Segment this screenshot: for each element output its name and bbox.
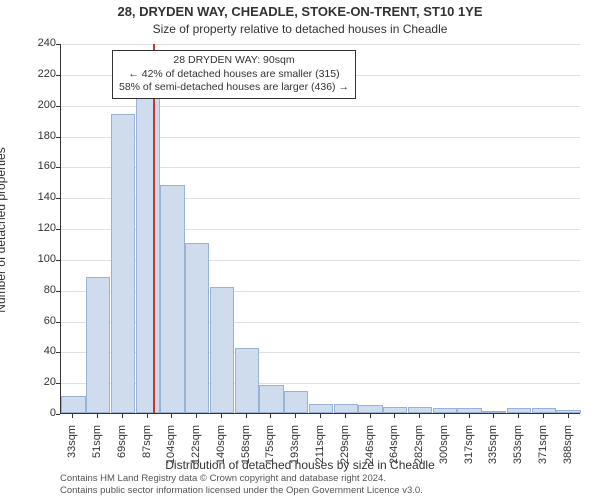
histogram-bar: [259, 385, 283, 413]
y-tick-label: 100: [16, 253, 56, 265]
x-tick-mark: [370, 414, 371, 418]
x-axis-label: Distribution of detached houses by size …: [0, 458, 600, 472]
callout-line: ← 42% of detached houses are smaller (31…: [119, 68, 349, 82]
y-tick-label: 0: [16, 407, 56, 419]
x-tick-mark: [419, 414, 420, 418]
y-tick-label: 140: [16, 191, 56, 203]
histogram-bar: [433, 408, 457, 413]
x-tick-mark: [72, 414, 73, 418]
y-tick-mark: [56, 352, 60, 353]
x-tick-mark: [469, 414, 470, 418]
x-tick-mark: [518, 414, 519, 418]
y-tick-mark: [56, 106, 60, 107]
y-tick-mark: [56, 137, 60, 138]
histogram-bar: [457, 408, 481, 413]
callout-line: 58% of semi-detached houses are larger (…: [119, 81, 349, 95]
histogram-bar: [358, 405, 382, 413]
x-tick-mark: [196, 414, 197, 418]
footer-line: Contains public sector information licen…: [60, 485, 423, 497]
y-tick-mark: [56, 167, 60, 168]
histogram-bar: [383, 407, 407, 413]
histogram-bar: [136, 62, 160, 414]
y-tick-mark: [56, 44, 60, 45]
subtitle: Size of property relative to detached ho…: [0, 22, 600, 36]
histogram-bar: [556, 410, 580, 413]
histogram-bar: [334, 404, 358, 413]
x-tick-mark: [444, 414, 445, 418]
y-tick-label: 40: [16, 345, 56, 357]
x-tick-mark: [147, 414, 148, 418]
histogram-bar: [507, 408, 531, 413]
y-tick-mark: [56, 198, 60, 199]
plot-area: [60, 44, 580, 414]
histogram-bar: [185, 243, 209, 413]
y-axis-label: Number of detached properties: [0, 147, 8, 312]
y-tick-label: 120: [16, 222, 56, 234]
footer-line: Contains HM Land Registry data © Crown c…: [60, 473, 423, 485]
x-tick-mark: [493, 414, 494, 418]
y-tick-mark: [56, 414, 60, 415]
x-tick-mark: [97, 414, 98, 418]
y-tick-label: 80: [16, 284, 56, 296]
x-tick-mark: [122, 414, 123, 418]
callout-box: 28 DRYDEN WAY: 90sqm ← 42% of detached h…: [112, 50, 356, 99]
x-tick-mark: [543, 414, 544, 418]
y-tick-label: 200: [16, 99, 56, 111]
title-main: 28, DRYDEN WAY, CHEADLE, STOKE-ON-TRENT,…: [0, 4, 600, 19]
y-tick-label: 180: [16, 130, 56, 142]
x-tick-mark: [295, 414, 296, 418]
histogram-bar: [284, 391, 308, 413]
histogram-bar: [408, 407, 432, 413]
gridline: [61, 44, 580, 45]
y-tick-mark: [56, 75, 60, 76]
y-tick-label: 20: [16, 376, 56, 388]
y-tick-mark: [56, 322, 60, 323]
y-tick-label: 160: [16, 160, 56, 172]
y-tick-mark: [56, 260, 60, 261]
y-tick-mark: [56, 291, 60, 292]
x-tick-mark: [221, 414, 222, 418]
histogram-bar: [235, 348, 259, 413]
y-tick-label: 240: [16, 37, 56, 49]
histogram-bar: [86, 277, 110, 413]
x-tick-mark: [270, 414, 271, 418]
histogram-bar: [160, 185, 184, 413]
histogram-bar: [309, 404, 333, 413]
x-tick-mark: [320, 414, 321, 418]
histogram-bar: [532, 408, 556, 413]
histogram-bar: [111, 114, 135, 413]
histogram-bar: [61, 396, 85, 413]
histogram-bar: [482, 411, 506, 413]
chart-container: 28, DRYDEN WAY, CHEADLE, STOKE-ON-TRENT,…: [0, 0, 600, 500]
footer: Contains HM Land Registry data © Crown c…: [60, 473, 423, 497]
x-tick-mark: [345, 414, 346, 418]
y-tick-label: 60: [16, 315, 56, 327]
x-tick-mark: [171, 414, 172, 418]
reference-line: [153, 44, 155, 413]
callout-line: 28 DRYDEN WAY: 90sqm: [119, 54, 349, 68]
x-tick-mark: [394, 414, 395, 418]
histogram-bar: [210, 287, 234, 413]
y-tick-label: 220: [16, 68, 56, 80]
y-tick-mark: [56, 383, 60, 384]
y-tick-mark: [56, 229, 60, 230]
x-tick-mark: [568, 414, 569, 418]
x-tick-mark: [246, 414, 247, 418]
